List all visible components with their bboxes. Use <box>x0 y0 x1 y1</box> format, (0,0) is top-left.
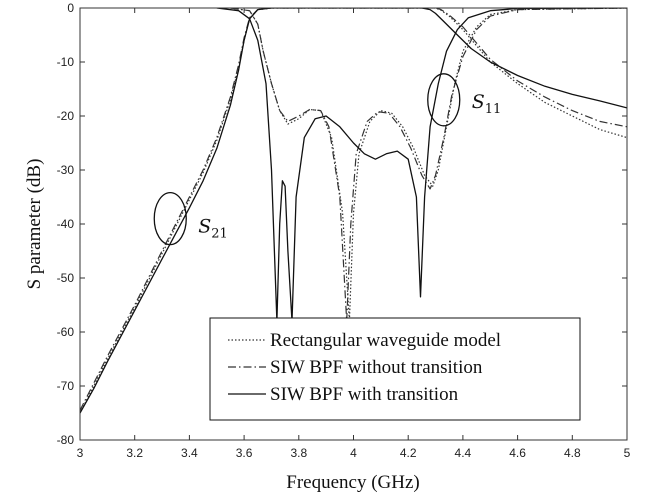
annotation-subscript: 11 <box>485 102 502 117</box>
legend: Rectangular waveguide model SIW BPF witho… <box>210 318 580 420</box>
y-tick-label: -30 <box>57 163 75 177</box>
y-tick-label: -50 <box>57 271 75 285</box>
y-tick-label: -60 <box>57 325 75 339</box>
x-tick-label: 3.8 <box>290 446 307 460</box>
x-tick-label: 3.4 <box>181 446 198 460</box>
y-tick-label: 0 <box>67 1 74 15</box>
x-tick-label: 3 <box>77 446 84 460</box>
y-tick-label: -40 <box>57 217 75 231</box>
x-tick-label: 3.2 <box>126 446 143 460</box>
legend-label: SIW BPF with transition <box>270 384 459 405</box>
x-tick-label: 5 <box>624 446 631 460</box>
x-tick-label: 3.6 <box>236 446 253 460</box>
y-tick-label: -80 <box>57 433 75 447</box>
annotation-subscript: 21 <box>211 227 228 242</box>
annotation-label: S <box>198 216 211 238</box>
x-tick-label: 4 <box>350 446 357 460</box>
y-tick-label: -10 <box>57 55 75 69</box>
y-tick-label: -70 <box>57 379 75 393</box>
x-tick-label: 4.6 <box>509 446 526 460</box>
x-axis-label: Frequency (GHz) <box>286 472 419 493</box>
y-tick-label: -20 <box>57 109 75 123</box>
legend-label: Rectangular waveguide model <box>270 330 501 351</box>
annotation-label: S <box>472 91 485 113</box>
x-tick-label: 4.4 <box>455 446 472 460</box>
y-axis-label: S parameter (dB) <box>24 159 45 290</box>
x-tick-label: 4.2 <box>400 446 417 460</box>
x-tick-label: 4.8 <box>564 446 581 460</box>
legend-label: SIW BPF without transition <box>270 357 483 378</box>
